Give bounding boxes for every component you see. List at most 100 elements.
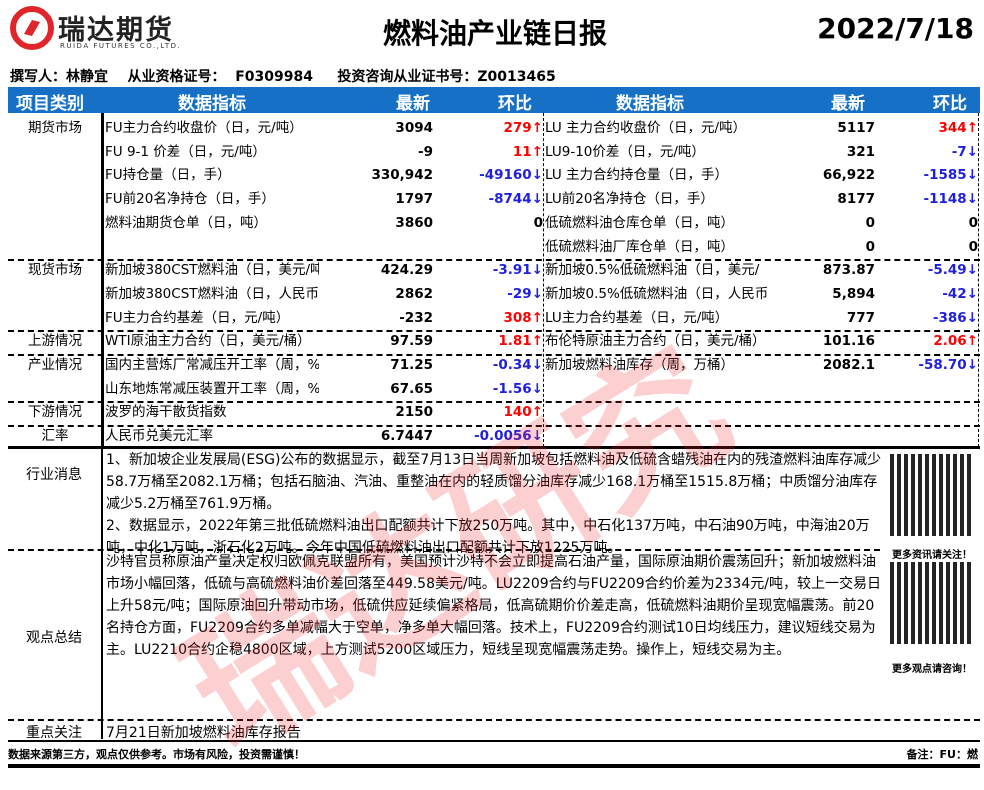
indicator-cell: 国内主营炼厂常减压开工率（周，% — [105, 357, 319, 373]
indicator-cell: WTI原油主力合约（日，美元/桶） — [105, 333, 311, 350]
company-logo: 瑞达期货 RUIDA FUTURES CO.,LTD. — [10, 6, 200, 52]
indicator-cell: 新加坡0.5%低硫燃料油（日，美元/ — [545, 262, 760, 279]
indicator-cell: LU主力合约基差（日，元/吨） — [545, 309, 729, 326]
logo-subtext: RUIDA FUTURES CO.,LTD. — [60, 42, 182, 50]
category-cell: 产业情况 — [28, 357, 82, 373]
indicator-cell: 波罗的海干散货指数 — [105, 404, 227, 421]
indicator-cell: FU前20名净持仓（日，手） — [105, 191, 275, 208]
indicator-cell: 布伦特原油主力合约（日，美元/桶） — [545, 333, 766, 350]
change-cell: -1148↓ — [923, 191, 979, 208]
change-cell: 308↑ — [503, 309, 544, 326]
focus-label: 重点关注 — [26, 725, 82, 741]
indicator-cell: LU前20名净持仓（日，手） — [545, 191, 714, 208]
table-row: 山东地炼常减压装置开工率（周，% 67.65 -1.56↓ — [8, 378, 980, 402]
indicator-cell: 低硫燃料油厂库仓单（日，吨） — [545, 238, 734, 255]
latest-cell: 2150 — [395, 404, 433, 421]
table-row: 低硫燃料油厂库仓单（日，吨） 0 0 — [8, 236, 980, 260]
table-row: 现货市场 新加坡380CST燃料油（日，美元/吨 424.29 -3.91↓ 新加坡0.… — [8, 259, 980, 283]
row-divider — [8, 330, 980, 333]
news-item: 2、数据显示，2022年第三批低硫燃料油出口配额共计下放250万吨。其中，中石化… — [106, 518, 870, 556]
change-cell: -5.49↓ — [927, 262, 978, 279]
change-cell: 0 — [968, 238, 978, 255]
latest-cell: 2082.1 — [822, 357, 875, 373]
change-cell: -42↓ — [942, 285, 978, 302]
latest-cell: 67.65 — [390, 380, 433, 397]
indicator-cell: 新加坡0.5%低硫燃料油（日，人民币 — [545, 285, 769, 302]
col-indicator-2: 数据指标 — [616, 94, 684, 114]
table-row: 上游情况 WTI原油主力合约（日，美元/桶） 97.59 1.81↑ 布伦特原油主力合约… — [8, 330, 980, 354]
table-row: 下游情况 波罗的海干散货指数 2150 140↑ — [8, 401, 980, 425]
qr-caption: 更多观点请咨询！ — [892, 664, 972, 675]
latest-cell: 3860 — [395, 214, 433, 231]
change-cell: -386↓ — [932, 309, 978, 326]
col-category: 项目类别 — [16, 94, 84, 114]
table-row: 产业情况 国内主营炼厂常减压开工率（周，% 71.25 -0.34↓ 新加坡燃料油库存（… — [8, 354, 980, 378]
divider — [8, 719, 980, 721]
row-divider — [8, 354, 980, 356]
indicator-cell: 山东地炼常减压装置开工率（周，% — [105, 380, 319, 397]
row-divider — [8, 259, 980, 262]
divider — [8, 764, 980, 768]
change-cell: -3.91↓ — [492, 262, 543, 279]
latest-cell: 321 — [846, 143, 875, 160]
change-cell: 0 — [533, 214, 543, 231]
change-cell: 140↑ — [503, 404, 544, 421]
latest-cell: 97.59 — [390, 333, 433, 350]
indicator-cell: FU主力合约收盘价（日，元/吨） — [105, 120, 303, 136]
latest-cell: 873.87 — [822, 262, 875, 279]
col-latest-2: 最新 — [831, 94, 865, 114]
column-divider — [543, 113, 544, 447]
change-cell: -49160↓ — [479, 167, 543, 184]
latest-cell: 8177 — [837, 191, 875, 208]
qr-code — [888, 452, 974, 538]
latest-cell: 330,942 — [371, 167, 434, 184]
logo-icon — [10, 6, 54, 50]
latest-cell: 2862 — [395, 285, 433, 302]
table-row: 燃料油期货仓单（日，吨） 3860 0 低硫燃料油仓库仓单（日，吨） 0 0 — [8, 212, 980, 236]
latest-cell: 424.29 — [380, 262, 433, 279]
latest-cell: 0 — [865, 214, 875, 231]
row-divider — [8, 401, 980, 404]
latest-cell: 0 — [865, 238, 875, 255]
latest-cell: 5117 — [837, 120, 875, 136]
table-row: 新加坡380CST燃料油（日，人民币; 2862 -29↓ 新加坡0.5%低硫燃料油（… — [8, 283, 980, 307]
latest-cell: 5,894 — [832, 285, 875, 302]
latest-cell: 101.16 — [822, 333, 875, 350]
latest-cell: 3094 — [395, 120, 433, 136]
footnote: 备注：FU：燃 — [906, 748, 978, 761]
table-border — [978, 113, 979, 447]
change-cell: -29↓ — [507, 285, 543, 302]
table-row: FU 9-1 价差（日，元/吨） -9 11↑ LU9-10价差（日，元/吨） 321 -… — [8, 141, 980, 165]
indicator-cell: 新加坡380CST燃料油（日，人民币; — [105, 285, 319, 302]
change-cell: 2.06↑ — [933, 333, 978, 350]
table-row: FU前20名净持仓（日，手） 1797 -8744↓ LU前20名净持仓（日，手） 81… — [8, 188, 980, 212]
table-row: FU主力合约基差（日，元/吨） -232 308↑ LU主力合约基差（日，元/吨） 77… — [8, 307, 980, 331]
change-cell: -1585↓ — [923, 167, 979, 184]
indicator-cell: FU持仓量（日，手） — [105, 167, 231, 184]
latest-cell: 6.7447 — [380, 428, 433, 445]
category-cell: 汇率 — [41, 428, 69, 445]
change-cell: -0.34↓ — [492, 357, 543, 373]
table-row: FU持仓量（日，手） 330,942 -49160↓ LU 主力合约持仓量（日，手） 6… — [8, 164, 980, 188]
change-cell: 11↑ — [512, 143, 543, 160]
latest-cell: 71.25 — [390, 357, 433, 373]
category-cell: 现货市场 — [28, 262, 82, 279]
report-title: 燃料油产业链日报 — [382, 17, 607, 50]
divider — [8, 549, 880, 551]
summary-label: 观点总结 — [26, 630, 82, 646]
news-label: 行业消息 — [26, 467, 82, 483]
latest-cell: -232 — [399, 309, 433, 326]
change-cell: 1.81↑ — [498, 333, 543, 350]
latest-cell: -9 — [418, 143, 433, 160]
change-cell: 0 — [968, 214, 978, 231]
divider — [8, 446, 980, 449]
focus-text: 7月21日新加坡燃料油库存报告 — [106, 725, 301, 741]
summary-text: 沙特官员称原油产量决定权归欧佩克联盟所有，美国预计沙特不会立即提高石油产量，国际… — [106, 554, 881, 658]
change-cell: -7↓ — [951, 143, 978, 160]
col-change: 环比 — [498, 94, 532, 114]
qr-caption: 更多资讯请关注！ — [892, 550, 972, 561]
column-divider — [101, 449, 103, 739]
author-line: 撰写人：林静宜 从业资格证号： F0309984 投资咨询从业证书号：Z0013… — [10, 69, 556, 85]
news-text: 1、新加坡企业发展局(ESG)公布的数据显示，截至7月13日当周新加坡包括燃料油… — [106, 449, 886, 559]
disclaimer: 数据来源第三方，观点仅供参考。市场有风险，投资需谨慎！ — [8, 748, 305, 761]
